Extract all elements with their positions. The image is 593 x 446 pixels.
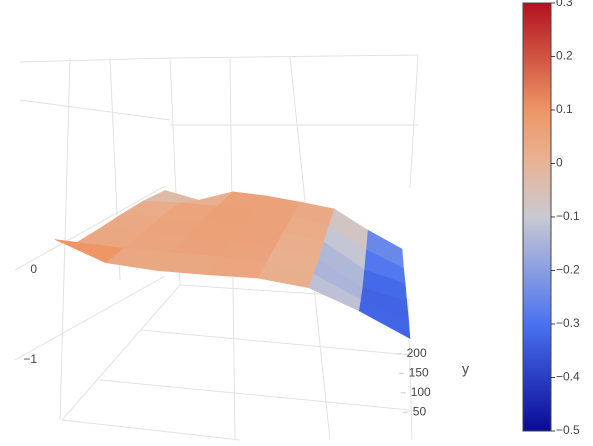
- colorbar-tick-label: −0.5: [556, 423, 580, 437]
- colorbar-tick-label: 0: [556, 156, 563, 170]
- colorbar: [522, 2, 552, 432]
- y-tick-label: 200: [407, 346, 427, 360]
- z-tick-label: 0: [30, 262, 37, 276]
- colorbar-tick-label: −0.4: [556, 370, 580, 384]
- colorbar-tick-label: −0.2: [556, 263, 580, 277]
- scene-box: [19, 54, 419, 441]
- colorbar-tick-label: 0.2: [556, 49, 573, 63]
- surface-cell: [358, 299, 411, 340]
- colorbar-tick-label: 0.3: [556, 0, 573, 9]
- y-tick-label: 50: [413, 404, 427, 418]
- y-tick-label: 150: [409, 366, 429, 380]
- colorbar-tick-label: −0.1: [556, 209, 580, 223]
- surface: [54, 190, 411, 340]
- surface-cell: [142, 190, 199, 204]
- colorbar-tick-label: 0.1: [556, 102, 573, 116]
- z-grid-line: [14, 185, 166, 271]
- z-tick-label: −1: [23, 352, 37, 366]
- colorbar-tick-label: −0.3: [556, 316, 580, 330]
- y-axis-title: y: [462, 361, 469, 377]
- y-tick-label: 100: [411, 385, 431, 399]
- z-grid-line: [14, 275, 166, 361]
